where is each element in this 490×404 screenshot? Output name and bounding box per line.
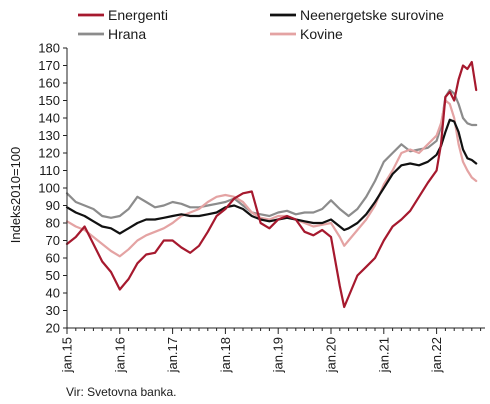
series-line-neenergetske-surovine: [65, 118, 478, 235]
y-tick-label: 140: [38, 111, 60, 126]
x-tick-label: jan.17: [165, 337, 180, 373]
x-tick-label: jan.15: [60, 337, 75, 373]
y-tick-label: 80: [46, 216, 60, 231]
y-tick-label: 30: [46, 303, 60, 318]
y-tick-label: 120: [38, 146, 60, 161]
x-tick-label: jan.18: [218, 337, 233, 373]
x-tick-label: jan.16: [112, 337, 127, 373]
y-tick-label: 40: [46, 286, 60, 301]
legend-label: Hrana: [108, 26, 146, 42]
chart-axes: 20 30 40 50 60 70 80 90 100 110 120 130 140 150 160 170…: [38, 41, 485, 373]
y-tick-label: 100: [38, 181, 60, 196]
y-tick-label: 70: [46, 233, 60, 248]
source-note: Vir: Svetovna banka.: [66, 385, 177, 399]
y-tick-label: 180: [38, 41, 60, 56]
chart-lines: [65, 60, 478, 309]
y-tick-label: 170: [38, 58, 60, 73]
series-line-kovine: [65, 99, 478, 258]
legend-label: Kovine: [300, 26, 343, 42]
x-tick-label: jan.21: [376, 337, 391, 373]
y-tick-label: 50: [46, 268, 60, 283]
legend-label: Neenergetske surovine: [300, 7, 444, 23]
y-tick-label: 150: [38, 93, 60, 108]
x-tick-label: jan.19: [271, 337, 286, 373]
x-tick-label: jan.22: [429, 337, 444, 373]
y-tick-label: 20: [46, 321, 60, 336]
legend: Energenti Neenergetske surovine Hrana Kovin…: [78, 7, 444, 42]
y-axis-label: Indeks2010=100: [8, 147, 23, 244]
y-tick-label: 60: [46, 251, 60, 266]
y-tick-label: 160: [38, 76, 60, 91]
y-tick-label: 90: [46, 198, 60, 213]
series-line-hrana: [65, 88, 478, 219]
series-line-energenti: [65, 60, 478, 309]
x-tick-label: jan.20: [324, 337, 339, 373]
y-tick-label: 110: [39, 163, 60, 178]
y-tick-label: 130: [38, 128, 60, 143]
legend-label: Energenti: [108, 7, 168, 23]
